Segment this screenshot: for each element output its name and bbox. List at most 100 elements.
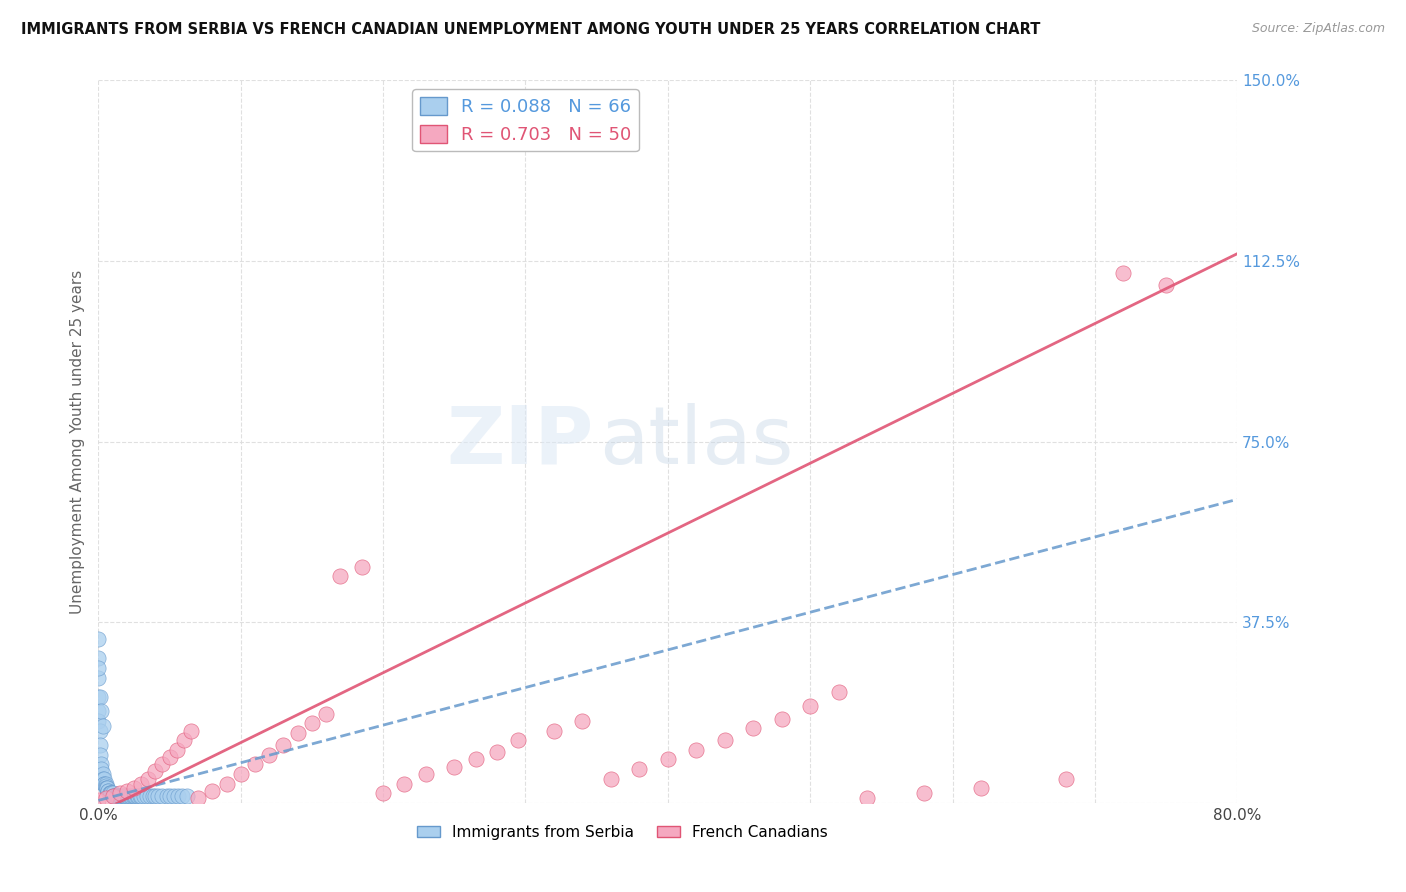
Point bbox=[124, 789, 146, 803]
Point bbox=[145, 764, 167, 779]
Point bbox=[259, 747, 281, 762]
Point bbox=[87, 704, 110, 718]
Point bbox=[96, 781, 118, 796]
Point bbox=[799, 699, 821, 714]
Point bbox=[112, 789, 135, 803]
Point bbox=[110, 789, 132, 803]
Text: ZIP: ZIP bbox=[447, 402, 593, 481]
Point bbox=[243, 757, 266, 772]
Point bbox=[685, 743, 707, 757]
Point bbox=[136, 772, 159, 786]
Point bbox=[152, 789, 174, 803]
Point bbox=[129, 776, 152, 790]
Point bbox=[87, 661, 110, 675]
Point bbox=[94, 776, 117, 790]
Point bbox=[114, 789, 136, 803]
Point bbox=[1154, 278, 1177, 293]
Point bbox=[97, 784, 120, 798]
Text: atlas: atlas bbox=[599, 402, 794, 481]
Point bbox=[90, 762, 112, 776]
Point bbox=[87, 671, 110, 685]
Point bbox=[508, 733, 530, 747]
Point bbox=[101, 786, 124, 800]
Point bbox=[167, 789, 190, 803]
Point bbox=[571, 714, 593, 728]
Text: Source: ZipAtlas.com: Source: ZipAtlas.com bbox=[1251, 22, 1385, 36]
Point bbox=[287, 726, 309, 740]
Point bbox=[120, 789, 142, 803]
Point bbox=[159, 750, 181, 764]
Legend: Immigrants from Serbia, French Canadians: Immigrants from Serbia, French Canadians bbox=[411, 819, 834, 846]
Point bbox=[89, 738, 111, 752]
Point bbox=[159, 789, 181, 803]
Point bbox=[600, 772, 623, 786]
Point bbox=[103, 789, 125, 803]
Point bbox=[132, 789, 155, 803]
Point bbox=[107, 789, 129, 803]
Text: IMMIGRANTS FROM SERBIA VS FRENCH CANADIAN UNEMPLOYMENT AMONG YOUTH UNDER 25 YEAR: IMMIGRANTS FROM SERBIA VS FRENCH CANADIA… bbox=[21, 22, 1040, 37]
Point bbox=[394, 776, 416, 790]
Point bbox=[201, 784, 224, 798]
Point bbox=[135, 789, 157, 803]
Point bbox=[628, 762, 651, 776]
Point bbox=[94, 779, 117, 793]
Point bbox=[742, 721, 765, 735]
Point bbox=[166, 743, 188, 757]
Point bbox=[89, 690, 111, 704]
Point bbox=[714, 733, 737, 747]
Point bbox=[125, 789, 148, 803]
Point bbox=[215, 776, 238, 790]
Point bbox=[111, 789, 134, 803]
Point bbox=[94, 781, 117, 796]
Point bbox=[128, 789, 150, 803]
Point bbox=[89, 747, 111, 762]
Point bbox=[96, 781, 118, 796]
Point bbox=[156, 789, 179, 803]
Point bbox=[118, 789, 141, 803]
Point bbox=[121, 789, 143, 803]
Point bbox=[87, 632, 110, 646]
Point bbox=[89, 723, 111, 738]
Point bbox=[91, 719, 114, 733]
Point bbox=[1112, 266, 1135, 280]
Point bbox=[464, 752, 486, 766]
Point bbox=[301, 716, 323, 731]
Point bbox=[138, 789, 160, 803]
Point bbox=[117, 789, 139, 803]
Point bbox=[94, 791, 117, 805]
Point bbox=[163, 789, 186, 803]
Point bbox=[657, 752, 679, 766]
Point bbox=[93, 776, 115, 790]
Point bbox=[970, 781, 993, 796]
Point bbox=[90, 757, 112, 772]
Point bbox=[229, 767, 252, 781]
Y-axis label: Unemployment Among Youth under 25 years: Unemployment Among Youth under 25 years bbox=[69, 269, 84, 614]
Point bbox=[87, 690, 110, 704]
Point bbox=[350, 559, 373, 574]
Point bbox=[172, 789, 194, 803]
Point bbox=[122, 789, 145, 803]
Point bbox=[912, 786, 935, 800]
Point bbox=[152, 757, 174, 772]
Point bbox=[415, 767, 437, 781]
Point bbox=[100, 786, 122, 800]
Point bbox=[176, 789, 198, 803]
Point bbox=[129, 789, 152, 803]
Point bbox=[187, 791, 209, 805]
Point bbox=[770, 712, 793, 726]
Point bbox=[145, 789, 167, 803]
Point bbox=[98, 786, 121, 800]
Point bbox=[856, 791, 879, 805]
Point bbox=[115, 784, 138, 798]
Point bbox=[101, 789, 124, 803]
Point bbox=[87, 651, 110, 665]
Point bbox=[101, 789, 124, 803]
Point bbox=[329, 569, 352, 583]
Point bbox=[87, 793, 110, 807]
Point bbox=[273, 738, 295, 752]
Point bbox=[122, 781, 145, 796]
Point bbox=[98, 786, 121, 800]
Point bbox=[93, 776, 115, 790]
Point bbox=[100, 786, 122, 800]
Point bbox=[91, 772, 114, 786]
